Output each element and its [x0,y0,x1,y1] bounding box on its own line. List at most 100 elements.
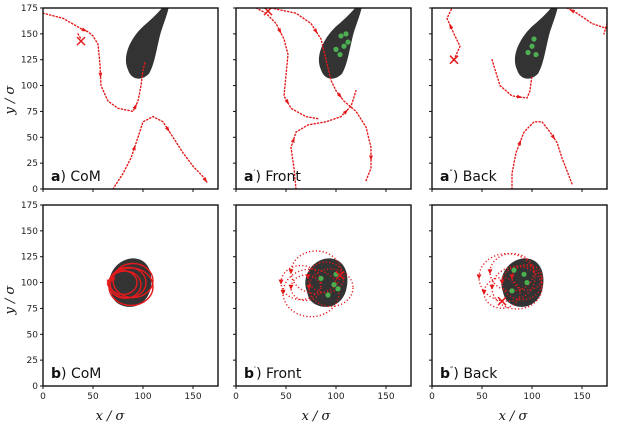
end-marker [76,36,86,46]
plot-background [432,8,607,189]
direction-arrow [106,279,112,285]
green-marker [524,279,530,286]
trajectory-0 [446,8,461,61]
end-marker [497,296,507,306]
x-tick-label: 50 [476,392,488,402]
direction-arrow [132,103,137,110]
direction-arrow [278,279,284,285]
direction-arrow [277,28,282,35]
green-marker [525,49,531,56]
direction-arrow [449,23,454,30]
panel-b1: 0 50 100 150 b′) Front [233,204,412,402]
plot-frame [42,204,219,387]
panel-label: b′) Front [244,366,302,382]
green-marker [318,275,324,282]
direction-arrow [550,134,556,140]
plot-area [255,8,373,189]
panel-title: ) Front [256,169,302,185]
plot-frame [431,204,608,387]
panel-title: ) Front [256,366,302,382]
end-marker [449,55,459,65]
green-marker [338,33,344,39]
direction-arrow [516,94,523,99]
green-marker [343,31,349,37]
cell-blob [126,8,169,79]
plot-area [106,258,154,307]
x-tick-label: 100 [134,392,151,402]
direction-arrow [481,289,487,295]
cell-blob [319,8,362,79]
panel-letter: a [51,169,60,185]
panel-label: a) CoM [51,169,101,185]
trajectory-1 [270,8,372,182]
direction-arrow [290,136,295,143]
direction-arrow [569,9,576,14]
green-marker [511,267,517,273]
panel-letter: b [244,366,254,382]
y-tick-label: 125 [21,253,38,263]
y-tick-label: 100 [21,82,38,92]
green-marker [509,288,515,294]
plot-area [476,252,544,310]
x-tick-label: 100 [327,392,344,402]
direction-arrow [98,72,103,79]
x-axis-label-col-1: x / σ [302,409,332,424]
panel-label: a′) Front [244,169,301,185]
direction-arrow [288,269,294,275]
direction-arrow [369,155,373,162]
direction-arrow [476,274,482,280]
y-tick-label: 75 [27,304,38,314]
panel-letter: b [440,366,450,382]
plot-frame [42,7,219,190]
direction-arrow [517,139,522,146]
direction-arrow [342,109,349,115]
y-tick-label: 0 [32,382,38,392]
end-marker [335,270,345,280]
direction-arrow [202,177,208,183]
trajectory-loop-5 [308,268,354,308]
panel-prime: ″ [449,169,453,179]
green-marker [533,51,539,58]
trajectory-2 [112,115,209,189]
direction-arrow [306,284,312,290]
panel-b: 0 50 100 150 0 25 50 75 100 125 150 175 b) CoM [21,201,219,402]
plot-area [43,8,209,189]
panel-prime: ″ [450,366,454,376]
green-marker [331,282,337,288]
plot-background [236,8,411,189]
trajectory-3 [511,121,573,189]
panel-a: 0 25 50 75 100 125 150 175 a) CoM [21,4,219,195]
trajectory-loop-0 [478,252,536,302]
y-tick-label: 50 [27,330,39,340]
x-tick-label: 150 [573,392,590,402]
trajectory-1 [566,8,607,30]
x-tick-label: 0 [233,392,239,402]
direction-arrow [313,28,318,34]
panel-b2: 0 50 100 150 b″) Back [429,204,608,402]
direction-arrow [489,284,495,290]
green-marker [335,286,341,292]
panel-letter: a [440,169,449,185]
plot-frame [431,7,608,190]
panel-a2: a″) Back [429,7,608,192]
y-axis-label-row-0: y / σ [3,84,18,115]
trajectory-0 [255,8,319,120]
x-tick-label: 0 [40,392,46,402]
y-tick-label: 125 [21,56,38,66]
direction-arrow [284,98,290,105]
y-tick-label: 50 [27,133,39,143]
direction-arrow [131,144,136,151]
y-tick-label: 75 [27,107,38,117]
y-tick-label: 150 [21,227,38,237]
green-marker [531,36,537,42]
green-marker [521,271,527,277]
green-marker [337,51,343,58]
x-tick-label: 50 [280,392,292,402]
green-marker [325,292,331,298]
y-tick-label: 175 [21,201,38,211]
panel-title: ) CoM [61,366,101,382]
y-tick-label: 0 [32,185,38,195]
panel-label: b) CoM [51,366,101,382]
panel-title: ) Back [453,366,498,382]
